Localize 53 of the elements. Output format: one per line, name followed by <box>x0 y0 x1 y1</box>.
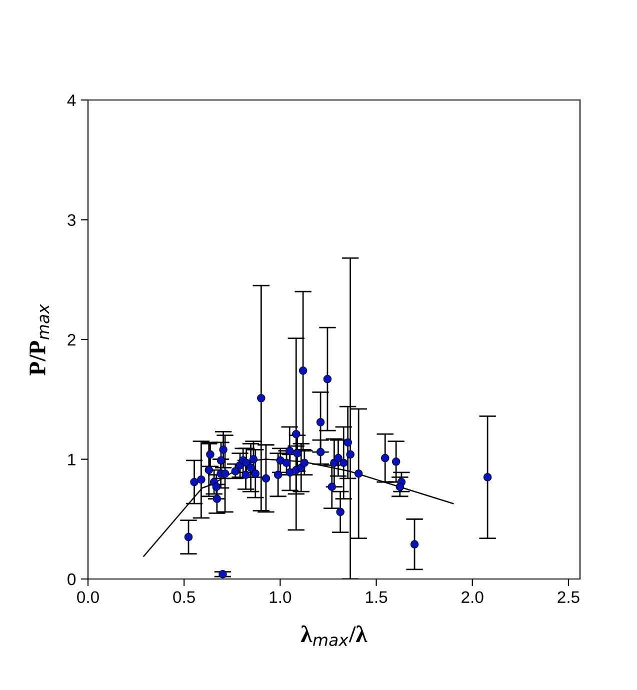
point <box>292 430 300 438</box>
point <box>251 469 260 478</box>
point <box>392 457 400 466</box>
point <box>206 450 214 459</box>
point <box>204 466 214 474</box>
point <box>184 532 193 542</box>
point <box>197 475 206 484</box>
point <box>231 467 240 476</box>
point <box>257 394 266 402</box>
point <box>354 469 363 478</box>
point <box>346 450 354 459</box>
point <box>323 374 332 384</box>
point <box>219 446 228 454</box>
x-tick-label: 0.0 <box>77 591 99 604</box>
point <box>396 482 404 491</box>
point <box>298 366 308 375</box>
point <box>246 463 255 472</box>
point <box>316 418 325 426</box>
point <box>293 449 302 458</box>
point <box>216 456 226 465</box>
point <box>300 458 309 467</box>
point <box>190 478 198 486</box>
point <box>334 454 342 462</box>
point <box>212 482 221 491</box>
point <box>410 540 419 548</box>
point <box>274 470 282 479</box>
point <box>380 454 390 462</box>
y-tick-label: 0 <box>68 573 76 586</box>
x-tick-label: 0.5 <box>173 591 195 604</box>
y-tick-label: 3 <box>68 214 76 226</box>
y-axis-title: P/P$_{max}$ <box>30 304 50 376</box>
x-tick-label: 1.5 <box>366 591 388 604</box>
point <box>316 448 325 456</box>
point <box>483 473 492 482</box>
point <box>220 469 230 478</box>
y-tick-label: 2 <box>68 334 76 346</box>
point <box>218 570 227 578</box>
point <box>282 458 291 467</box>
point <box>212 494 222 503</box>
point <box>285 446 294 456</box>
point <box>328 482 336 491</box>
x-tick-label: 2.0 <box>462 591 484 604</box>
x-tick-label: 2.5 <box>558 591 580 604</box>
point <box>262 474 270 483</box>
point <box>242 470 250 479</box>
x-axis-title: λ$_{max}$/λ <box>300 625 368 646</box>
point <box>344 438 352 447</box>
y-tick-label: 4 <box>67 94 76 106</box>
point <box>339 458 348 467</box>
point <box>336 508 344 516</box>
y-tick-label: 1 <box>68 454 76 466</box>
x-tick-label: 1.0 <box>270 591 292 604</box>
point <box>249 455 258 464</box>
